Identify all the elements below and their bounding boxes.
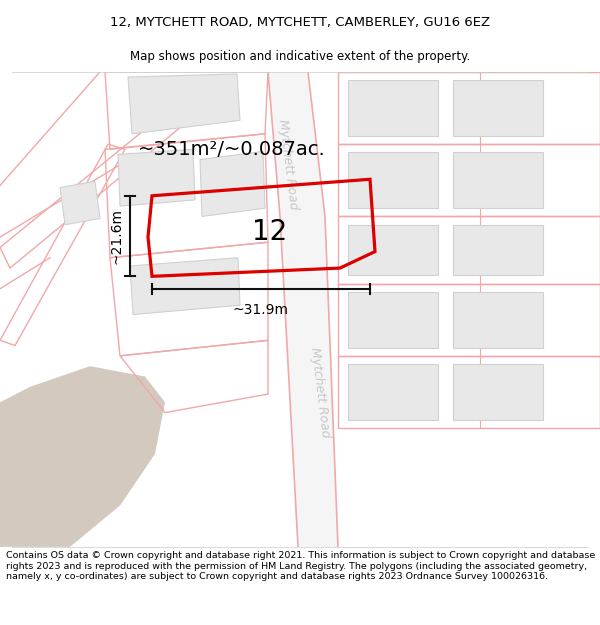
Polygon shape xyxy=(200,151,265,216)
Polygon shape xyxy=(348,80,438,136)
Text: Mytchett Road: Mytchett Road xyxy=(276,119,300,211)
Polygon shape xyxy=(453,152,543,208)
Text: 12, MYTCHETT ROAD, MYTCHETT, CAMBERLEY, GU16 6EZ: 12, MYTCHETT ROAD, MYTCHETT, CAMBERLEY, … xyxy=(110,16,490,29)
Text: ~21.6m: ~21.6m xyxy=(110,208,124,264)
Text: Map shows position and indicative extent of the property.: Map shows position and indicative extent… xyxy=(130,50,470,63)
Polygon shape xyxy=(348,225,438,275)
Polygon shape xyxy=(348,364,438,420)
Polygon shape xyxy=(60,181,100,225)
Polygon shape xyxy=(348,292,438,348)
Text: 12: 12 xyxy=(253,218,287,246)
Polygon shape xyxy=(268,72,338,547)
Polygon shape xyxy=(130,258,240,314)
Polygon shape xyxy=(348,152,438,208)
Polygon shape xyxy=(453,225,543,275)
Polygon shape xyxy=(453,80,543,136)
Polygon shape xyxy=(453,292,543,348)
Polygon shape xyxy=(128,74,240,134)
Polygon shape xyxy=(453,364,543,420)
Text: Mytchett Road: Mytchett Road xyxy=(308,346,332,438)
Text: ~31.9m: ~31.9m xyxy=(233,303,289,317)
Polygon shape xyxy=(0,366,165,547)
Text: ~351m²/~0.087ac.: ~351m²/~0.087ac. xyxy=(138,140,326,159)
Polygon shape xyxy=(118,149,195,206)
Text: Contains OS data © Crown copyright and database right 2021. This information is : Contains OS data © Crown copyright and d… xyxy=(6,551,595,581)
